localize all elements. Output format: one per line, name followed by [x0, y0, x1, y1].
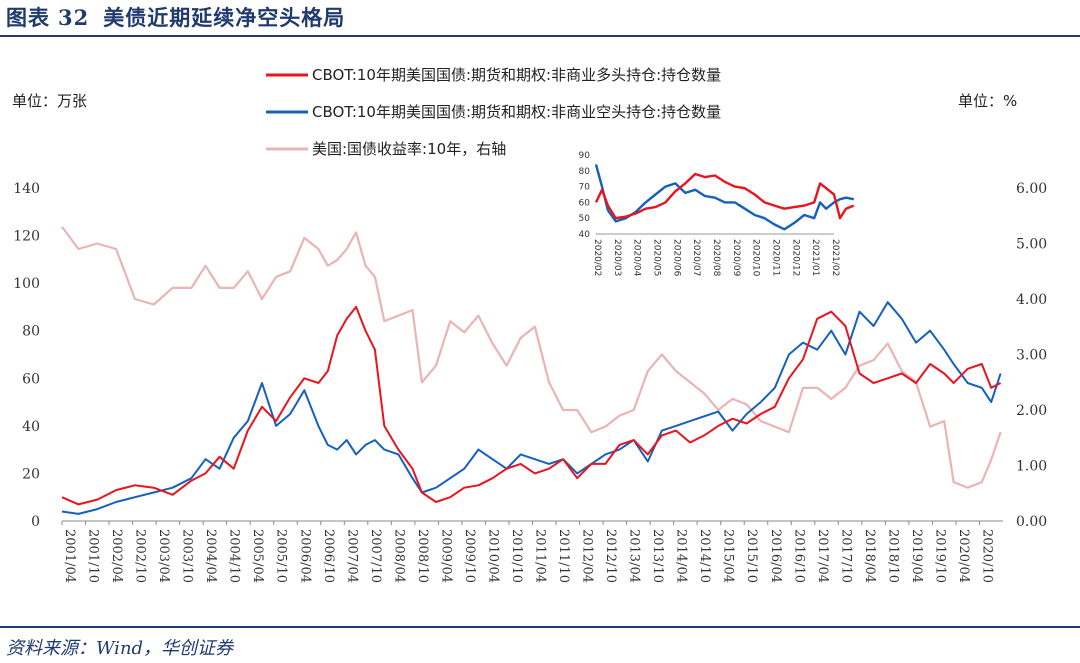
y-tick-label: 60 — [22, 371, 40, 387]
x-tick-label: 2004/04 — [203, 529, 218, 583]
left-unit-label: 单位：万张 — [12, 92, 87, 110]
x-tick-label: 2008/10 — [415, 529, 430, 583]
source-note: 资料来源：Wind，华创证券 — [6, 638, 234, 659]
inset-y-tick: 90 — [579, 151, 591, 161]
y-tick-label: 140 — [13, 181, 40, 197]
x-tick-label: 2009/04 — [438, 529, 453, 583]
inset-y-tick: 80 — [579, 167, 591, 177]
x-tick-label: 2015/04 — [721, 529, 736, 583]
inset-y-tick: 60 — [579, 198, 591, 208]
series-line-1 — [61, 301, 1002, 515]
x-tick-label: 2003/10 — [180, 529, 195, 583]
x-tick-label: 2014/04 — [674, 529, 689, 583]
x-tick-label: 2010/04 — [485, 529, 500, 583]
series-line-0 — [61, 305, 1002, 506]
y2-tick-label: 3.00 — [1016, 348, 1047, 364]
inset-x-tick: 2020/06 — [671, 239, 681, 277]
x-tick-label: 2016/04 — [768, 529, 783, 583]
y-tick-label: 20 — [22, 466, 40, 482]
inset-x-tick: 2020/12 — [790, 239, 800, 276]
y2-tick-label: 1.00 — [1016, 459, 1047, 475]
x-tick-label: 2011/10 — [556, 529, 571, 583]
x-tick-label: 2007/10 — [368, 529, 383, 583]
inset-y-tick: 50 — [579, 214, 591, 224]
inset-x-tick: 2021/02 — [830, 239, 840, 276]
inset-y-tick: 70 — [579, 183, 591, 193]
x-tick-label: 2006/10 — [321, 529, 336, 583]
inset-x-tick: 2020/09 — [731, 239, 741, 277]
x-tick-label: 2012/04 — [580, 529, 595, 583]
inset-x-tick: 2020/11 — [771, 239, 781, 276]
series-line-2 — [61, 226, 1002, 489]
inset-x-tick: 2021/01 — [810, 239, 820, 276]
x-tick-label: 2001/10 — [86, 529, 101, 583]
x-tick-label: 2017/10 — [838, 529, 853, 583]
y2-tick-label: 5.00 — [1016, 237, 1047, 253]
y-tick-label: 40 — [22, 419, 40, 435]
footer-rule — [0, 626, 1080, 628]
x-tick-label: 2007/04 — [344, 529, 359, 583]
inset-x-tick: 2020/08 — [711, 239, 721, 277]
x-tick-label: 2019/10 — [932, 529, 947, 583]
figure-number: 32 — [58, 5, 90, 30]
x-tick-label: 2003/04 — [156, 529, 171, 583]
right-unit-label: 单位：% — [958, 92, 1017, 110]
x-tick-label: 2001/04 — [62, 529, 77, 583]
x-tick-label: 2009/10 — [462, 529, 477, 583]
inset-x-tick: 2020/10 — [751, 239, 761, 277]
x-tick-label: 2011/04 — [533, 529, 548, 583]
x-tick-label: 2002/04 — [109, 529, 124, 583]
x-tick-label: 2010/10 — [509, 529, 524, 583]
x-tick-label: 2018/04 — [862, 529, 877, 583]
x-tick-label: 2020/04 — [956, 529, 971, 583]
x-tick-label: 2014/10 — [697, 529, 712, 583]
x-tick-label: 2013/10 — [650, 529, 665, 583]
legend-label-1: CBOT:10年期美国国债:期货和期权:非商业空头持仓:持仓数量 — [312, 103, 721, 121]
figure-caption: 美债近期延续净空头格局 — [103, 5, 346, 30]
inset-x-tick: 2020/05 — [652, 239, 662, 276]
legend-label-2: 美国:国债收益率:10年，右轴 — [312, 140, 506, 158]
y2-tick-label: 2.00 — [1016, 403, 1047, 419]
x-tick-label: 2017/04 — [815, 529, 830, 583]
x-tick-label: 2005/10 — [274, 529, 289, 583]
inset-y-tick: 40 — [579, 230, 591, 240]
x-tick-label: 2018/10 — [885, 529, 900, 583]
legend-label-0: CBOT:10年期美国国债:期货和期权:非商业多头持仓:持仓数量 — [312, 66, 721, 84]
y2-tick-label: 4.00 — [1016, 292, 1047, 308]
header-rule — [0, 35, 1080, 37]
figure-label: 图表 — [6, 5, 50, 30]
x-tick-label: 2015/10 — [744, 529, 759, 583]
inset-x-tick: 2020/02 — [592, 239, 602, 276]
x-tick-label: 2016/10 — [791, 529, 806, 583]
x-tick-label: 2006/04 — [297, 529, 312, 583]
inset-x-tick: 2020/04 — [632, 239, 642, 277]
figure-title: 图表 32 美债近期延续净空头格局 — [6, 2, 345, 32]
y2-tick-label: 6.00 — [1016, 181, 1047, 197]
x-tick-label: 2012/10 — [603, 529, 618, 583]
inset-series-line-0 — [594, 172, 855, 220]
x-tick-label: 2005/04 — [250, 529, 265, 583]
inset-x-tick: 2020/03 — [612, 239, 622, 276]
figure-header: 图表 32 美债近期延续净空头格局 — [0, 0, 1080, 36]
x-tick-label: 2002/10 — [133, 529, 148, 583]
x-tick-label: 2020/10 — [979, 529, 994, 583]
y-tick-label: 100 — [13, 276, 40, 292]
main-chart: 单位：万张 单位：% 0 20 40 60 80 100 120 140 0.00 1.00 2.00 3… — [12, 66, 1047, 583]
y2-tick-label: 0.00 — [1016, 514, 1047, 530]
y-tick-label: 80 — [22, 324, 40, 340]
x-tick-label: 2008/04 — [391, 529, 406, 583]
y-tick-label: 0 — [31, 514, 40, 530]
x-tick-label: 2013/04 — [627, 529, 642, 583]
x-tick-label: 2004/10 — [227, 529, 242, 583]
y-tick-label: 120 — [13, 229, 40, 245]
inset-x-tick: 2020/07 — [691, 239, 701, 276]
x-tick-label: 2019/04 — [909, 529, 924, 583]
